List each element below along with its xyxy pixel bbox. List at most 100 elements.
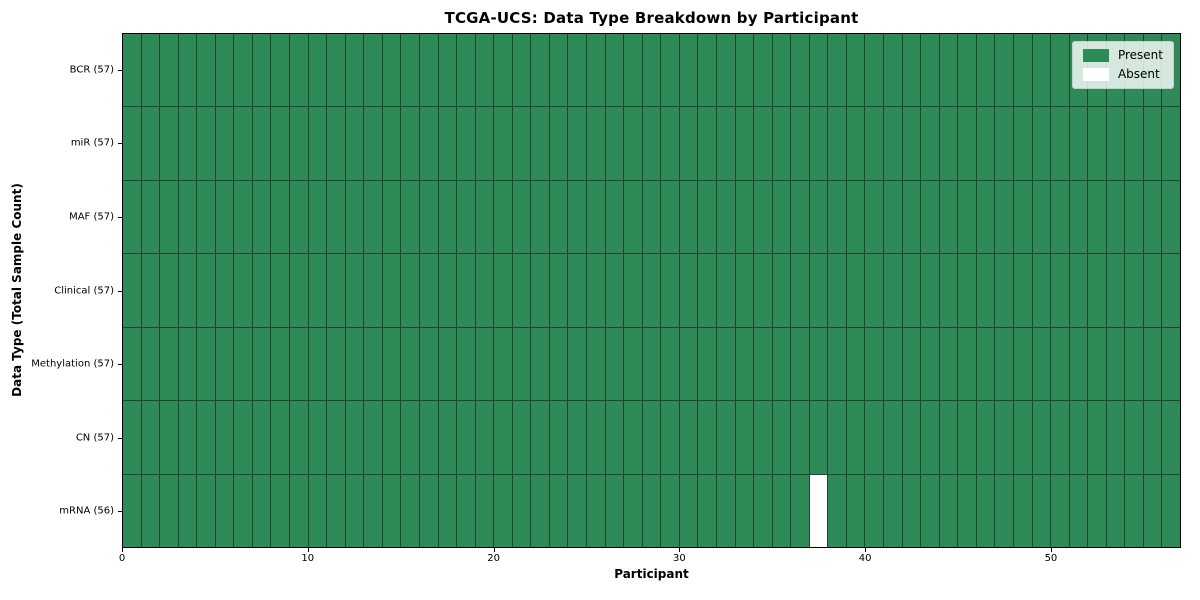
heatmap-cell xyxy=(382,474,401,547)
heatmap-cell xyxy=(141,474,160,547)
heatmap-cell xyxy=(382,34,401,107)
heatmap-cell xyxy=(958,107,976,180)
heatmap-cell xyxy=(271,327,290,401)
heatmap-cell xyxy=(401,474,419,547)
heatmap-cell xyxy=(921,254,939,327)
heatmap-cell xyxy=(160,180,178,254)
heatmap-cell xyxy=(327,474,345,547)
heatmap-cell xyxy=(716,180,735,254)
heatmap-cell xyxy=(438,254,457,327)
heatmap-cell xyxy=(234,107,252,180)
heatmap-cell xyxy=(605,34,624,107)
heatmap-cell xyxy=(401,401,419,474)
y-tick-label-methylation: Methylation (57) xyxy=(31,358,114,370)
heatmap-cell xyxy=(178,34,197,107)
heatmap-cell xyxy=(1088,180,1106,254)
heatmap-cell xyxy=(549,401,568,474)
x-tick-label: 50 xyxy=(1044,553,1058,564)
heatmap-cell xyxy=(271,34,290,107)
heatmap-cell xyxy=(624,474,642,547)
heatmap-cell xyxy=(716,327,735,401)
y-tick-mark xyxy=(118,290,122,292)
heatmap-cell xyxy=(308,474,327,547)
heatmap-cell xyxy=(976,327,995,401)
heatmap-cell xyxy=(976,180,995,254)
y-tick-label-cn: CN (57) xyxy=(75,432,114,444)
heatmap-cell xyxy=(735,34,754,107)
heatmap-cell xyxy=(958,34,976,107)
heatmap-cell xyxy=(1125,327,1143,401)
heatmap-cell xyxy=(234,254,252,327)
heatmap-cell xyxy=(419,401,438,474)
heatmap-cell xyxy=(1032,401,1051,474)
heatmap-cell xyxy=(141,180,160,254)
heatmap-cell xyxy=(1032,327,1051,401)
heatmap-cell xyxy=(308,401,327,474)
heatmap-cell xyxy=(364,401,382,474)
heatmap-cell xyxy=(995,180,1013,254)
heatmap-cell xyxy=(457,34,475,107)
heatmap-cell xyxy=(976,474,995,547)
heatmap-cell xyxy=(679,401,698,474)
heatmap-cell xyxy=(252,254,271,327)
heatmap-cell xyxy=(716,254,735,327)
heatmap-cell xyxy=(661,254,679,327)
heatmap-cell xyxy=(605,327,624,401)
heatmap-cell xyxy=(698,474,716,547)
heatmap-cell xyxy=(197,180,215,254)
heatmap-cell xyxy=(327,254,345,327)
heatmap-cell xyxy=(475,107,494,180)
heatmap-cell xyxy=(290,474,308,547)
heatmap-cell xyxy=(939,107,958,180)
heatmap-cell xyxy=(123,401,141,474)
heatmap-cell xyxy=(587,474,605,547)
heatmap-cell xyxy=(438,327,457,401)
x-tick-mark xyxy=(1050,548,1052,552)
heatmap-cell xyxy=(809,474,828,547)
heatmap-cell xyxy=(642,180,661,254)
heatmap-cell xyxy=(716,34,735,107)
heatmap-cell xyxy=(846,254,865,327)
heatmap-cell xyxy=(624,107,642,180)
y-tick-mark xyxy=(118,143,122,145)
heatmap-cell xyxy=(624,254,642,327)
heatmap-cell xyxy=(419,34,438,107)
heatmap-cell xyxy=(1162,401,1180,474)
heatmap-cell xyxy=(809,107,828,180)
legend-item-absent: Absent xyxy=(1082,68,1163,81)
heatmap-cell xyxy=(698,34,716,107)
y-tick-label-clinical: Clinical (57) xyxy=(54,285,114,296)
heatmap-cell xyxy=(716,401,735,474)
heatmap-cell xyxy=(587,107,605,180)
heatmap-cell xyxy=(549,474,568,547)
heatmap-cell xyxy=(215,327,234,401)
heatmap-cell xyxy=(1106,474,1125,547)
heatmap-cell xyxy=(735,401,754,474)
heatmap-cell xyxy=(160,254,178,327)
heatmap-cell xyxy=(884,327,902,401)
heatmap-cell xyxy=(215,34,234,107)
heatmap-cell xyxy=(123,180,141,254)
heatmap-cell xyxy=(364,107,382,180)
heatmap-cell xyxy=(290,327,308,401)
heatmap-cell xyxy=(939,401,958,474)
heatmap-cell xyxy=(234,474,252,547)
heatmap-cell xyxy=(215,401,234,474)
heatmap-cell xyxy=(921,474,939,547)
heatmap-cell xyxy=(1143,107,1162,180)
heatmap-cell xyxy=(735,474,754,547)
heatmap-cell xyxy=(1051,180,1069,254)
heatmap-cell xyxy=(1013,474,1032,547)
heatmap-cell xyxy=(512,180,531,254)
heatmap-cell xyxy=(438,107,457,180)
heatmap-cell xyxy=(587,254,605,327)
heatmap-cell xyxy=(809,180,828,254)
heatmap-cell xyxy=(308,327,327,401)
heatmap-cell xyxy=(1032,107,1051,180)
heatmap-cell xyxy=(902,107,921,180)
heatmap-cell xyxy=(494,401,512,474)
heatmap-cell xyxy=(976,107,995,180)
heatmap-cell xyxy=(995,254,1013,327)
heatmap-cell xyxy=(327,401,345,474)
